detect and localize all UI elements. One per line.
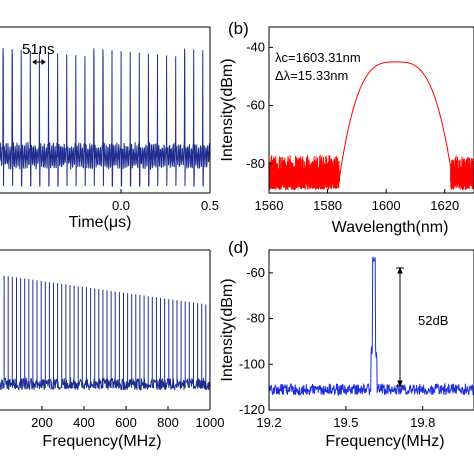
panel-a-signal — [0, 48, 211, 187]
xtick-label: 1600 — [372, 198, 401, 213]
xtick-label: 200 — [31, 415, 53, 430]
panel-b-xlabel: Wavelength(nm) — [332, 219, 449, 236]
xtick-label: 400 — [73, 415, 95, 430]
xtick-label: 1000 — [196, 415, 225, 430]
panel-c-rf-comb — [0, 275, 211, 391]
ytick-label: -40 — [246, 39, 265, 54]
panel-a-xlabel: Time(μs) — [69, 214, 132, 231]
xtick-label: 19.2 — [256, 415, 281, 430]
panel-b-xticks: 1560 1580 1600 1620 — [255, 189, 459, 213]
panel-d-frame — [268, 249, 474, 411]
panel-b-frame — [268, 26, 474, 194]
panel-d-xlabel: Frequency(MHz) — [325, 433, 444, 450]
xtick-label: 1580 — [313, 198, 342, 213]
ytick-label: -60 — [246, 265, 265, 280]
center-wavelength-annotation: λc=1603.31nm — [275, 50, 361, 65]
panel-c-xticks: 200 400 600 800 1000 — [31, 406, 224, 430]
panel-c-xlabel: Frequency(MHz) — [42, 433, 161, 450]
panel-b-ylabel: Intensity(dBm) — [219, 58, 236, 161]
xtick-label: 1620 — [430, 198, 459, 213]
xtick-label: 600 — [115, 415, 137, 430]
ytick-label: -120 — [239, 402, 265, 417]
panel-a-xticks: 0.0 0.5 — [112, 189, 219, 213]
ytick-label: -100 — [239, 356, 265, 371]
period-marker — [32, 59, 46, 65]
panel-d: 19.2 19.5 19.8 -60 -80 -100 -120 Frequency(MH… — [219, 238, 474, 450]
panel-d-ylabel: Intensity(dBm) — [219, 278, 236, 381]
xtick-label: 1560 — [255, 198, 284, 213]
ytick-label: -80 — [246, 156, 265, 171]
xtick-label: 0.0 — [112, 198, 130, 213]
panel-b: 1560 1580 1600 1620 -40 -60 -80 Wavelength(nm… — [219, 19, 474, 236]
panel-c: 200 400 600 800 1000 Frequency(MHz) — [0, 249, 224, 450]
xtick-label: 19.8 — [410, 415, 435, 430]
panel-d-label: (d) — [228, 238, 249, 257]
xtick-label: 800 — [157, 415, 179, 430]
xtick-label: 19.5 — [333, 415, 358, 430]
panel-b-yticks: -40 -60 -80 — [246, 39, 273, 171]
panel-b-spectrum — [268, 61, 474, 191]
bandwidth-annotation: Δλ=15.33nm — [275, 68, 348, 83]
panel-d-spectrum — [268, 256, 474, 397]
panel-d-xticks: 19.2 19.5 19.8 — [256, 406, 435, 430]
panel-d-yticks: -60 -80 -100 -120 — [239, 265, 273, 417]
snr-annotation: 52dB — [418, 313, 448, 328]
ytick-label: -60 — [246, 98, 265, 113]
panel-b-label: (b) — [228, 19, 249, 38]
snr-marker — [396, 266, 404, 388]
period-annotation: 51ns — [22, 41, 55, 58]
panel-a: 0.0 0.5 Time(μs) 51ns — [0, 26, 219, 231]
ytick-label: -80 — [246, 311, 265, 326]
xtick-label: 0.5 — [201, 198, 219, 213]
